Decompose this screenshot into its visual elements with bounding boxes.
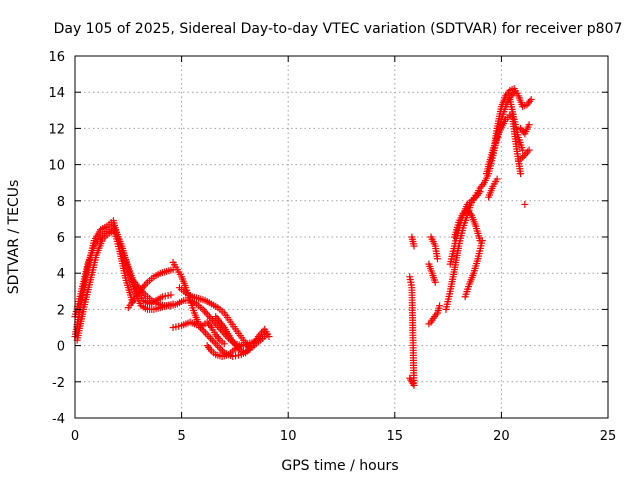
- y-tick-label: 8: [57, 195, 65, 210]
- data-point: [220, 340, 228, 348]
- series-arc-b: [71, 222, 137, 321]
- data-point: [258, 329, 266, 337]
- data-point: [436, 302, 444, 310]
- series-arc-s: [461, 237, 486, 301]
- y-tick-label: 10: [48, 159, 65, 174]
- y-tick-label: 0: [57, 340, 65, 355]
- series-arc-w: [517, 121, 533, 138]
- chart-title: Day 105 of 2025, Sidereal Day-to-day VTE…: [54, 21, 623, 37]
- series-arc-d: [124, 266, 177, 312]
- data-point: [208, 336, 216, 344]
- data-point: [202, 309, 210, 317]
- y-tick-label: 16: [48, 50, 65, 65]
- series-arc-y: [521, 200, 529, 208]
- x-tick-label: 20: [493, 429, 510, 444]
- data-point: [410, 242, 418, 250]
- series-arc-l: [408, 233, 418, 250]
- data-point: [210, 338, 218, 346]
- axis-ticks: [74, 55, 609, 419]
- data-point: [525, 146, 533, 154]
- series-arc-z: [485, 175, 501, 201]
- series-arc-v: [506, 95, 527, 154]
- x-tick-label: 25: [600, 429, 617, 444]
- series-arc-o: [425, 260, 439, 286]
- y-tick-label: 12: [48, 122, 65, 137]
- y-tick-label: 4: [57, 267, 65, 282]
- series-arc-j: [203, 342, 245, 360]
- data-point: [200, 327, 208, 335]
- series-arc-x: [514, 146, 533, 165]
- data-point: [205, 333, 213, 341]
- y-tick-labels: -4 -2 0 2 4 6 8 10 12 14 16: [48, 50, 65, 427]
- data-point: [493, 175, 501, 183]
- data-point: [520, 152, 528, 160]
- x-tick-label: 10: [280, 429, 297, 444]
- data-point: [265, 333, 273, 341]
- data-point: [433, 255, 441, 263]
- y-tick-label: 2: [57, 303, 65, 318]
- data-point: [522, 150, 530, 158]
- data-point: [203, 331, 211, 339]
- series-arc-m: [425, 302, 444, 328]
- data-point: [524, 148, 532, 156]
- y-axis-label: SDTVAR / TECUs: [6, 180, 22, 295]
- series-arc-c: [73, 226, 177, 344]
- series-arc-n: [427, 233, 441, 263]
- data-point: [517, 170, 525, 178]
- plot-area: [71, 85, 535, 389]
- y-tick-label: 14: [48, 86, 65, 101]
- x-tick-label: 15: [387, 429, 404, 444]
- y-tick-label: -4: [52, 412, 65, 427]
- data-point: [406, 273, 414, 281]
- x-tick-label: 5: [177, 429, 185, 444]
- data-point: [142, 280, 150, 288]
- data-point: [237, 342, 245, 350]
- data-point: [476, 188, 484, 196]
- data-point: [217, 345, 225, 353]
- grid-lines: [75, 56, 608, 418]
- data-point: [527, 95, 535, 103]
- series-arc-k: [406, 273, 418, 389]
- data-point: [201, 329, 209, 337]
- data-point: [519, 146, 527, 154]
- series-arc-g: [175, 284, 254, 353]
- series-arc-i: [212, 313, 273, 357]
- data-point: [431, 278, 439, 286]
- x-axis-label: GPS time / hours: [281, 458, 398, 474]
- y-tick-label: 6: [57, 231, 65, 246]
- data-point: [478, 237, 486, 245]
- data-point: [204, 311, 212, 319]
- data-point: [201, 307, 209, 315]
- data-point: [525, 121, 533, 129]
- x-tick-labels: 0 5 10 15 20 25: [71, 429, 616, 444]
- data-point: [167, 291, 175, 299]
- series-arc-e: [131, 278, 264, 350]
- x-tick-label: 0: [71, 429, 79, 444]
- y-tick-label: -2: [52, 376, 65, 391]
- data-point: [207, 334, 215, 342]
- series-arc-u: [482, 110, 525, 178]
- data-point: [521, 200, 529, 208]
